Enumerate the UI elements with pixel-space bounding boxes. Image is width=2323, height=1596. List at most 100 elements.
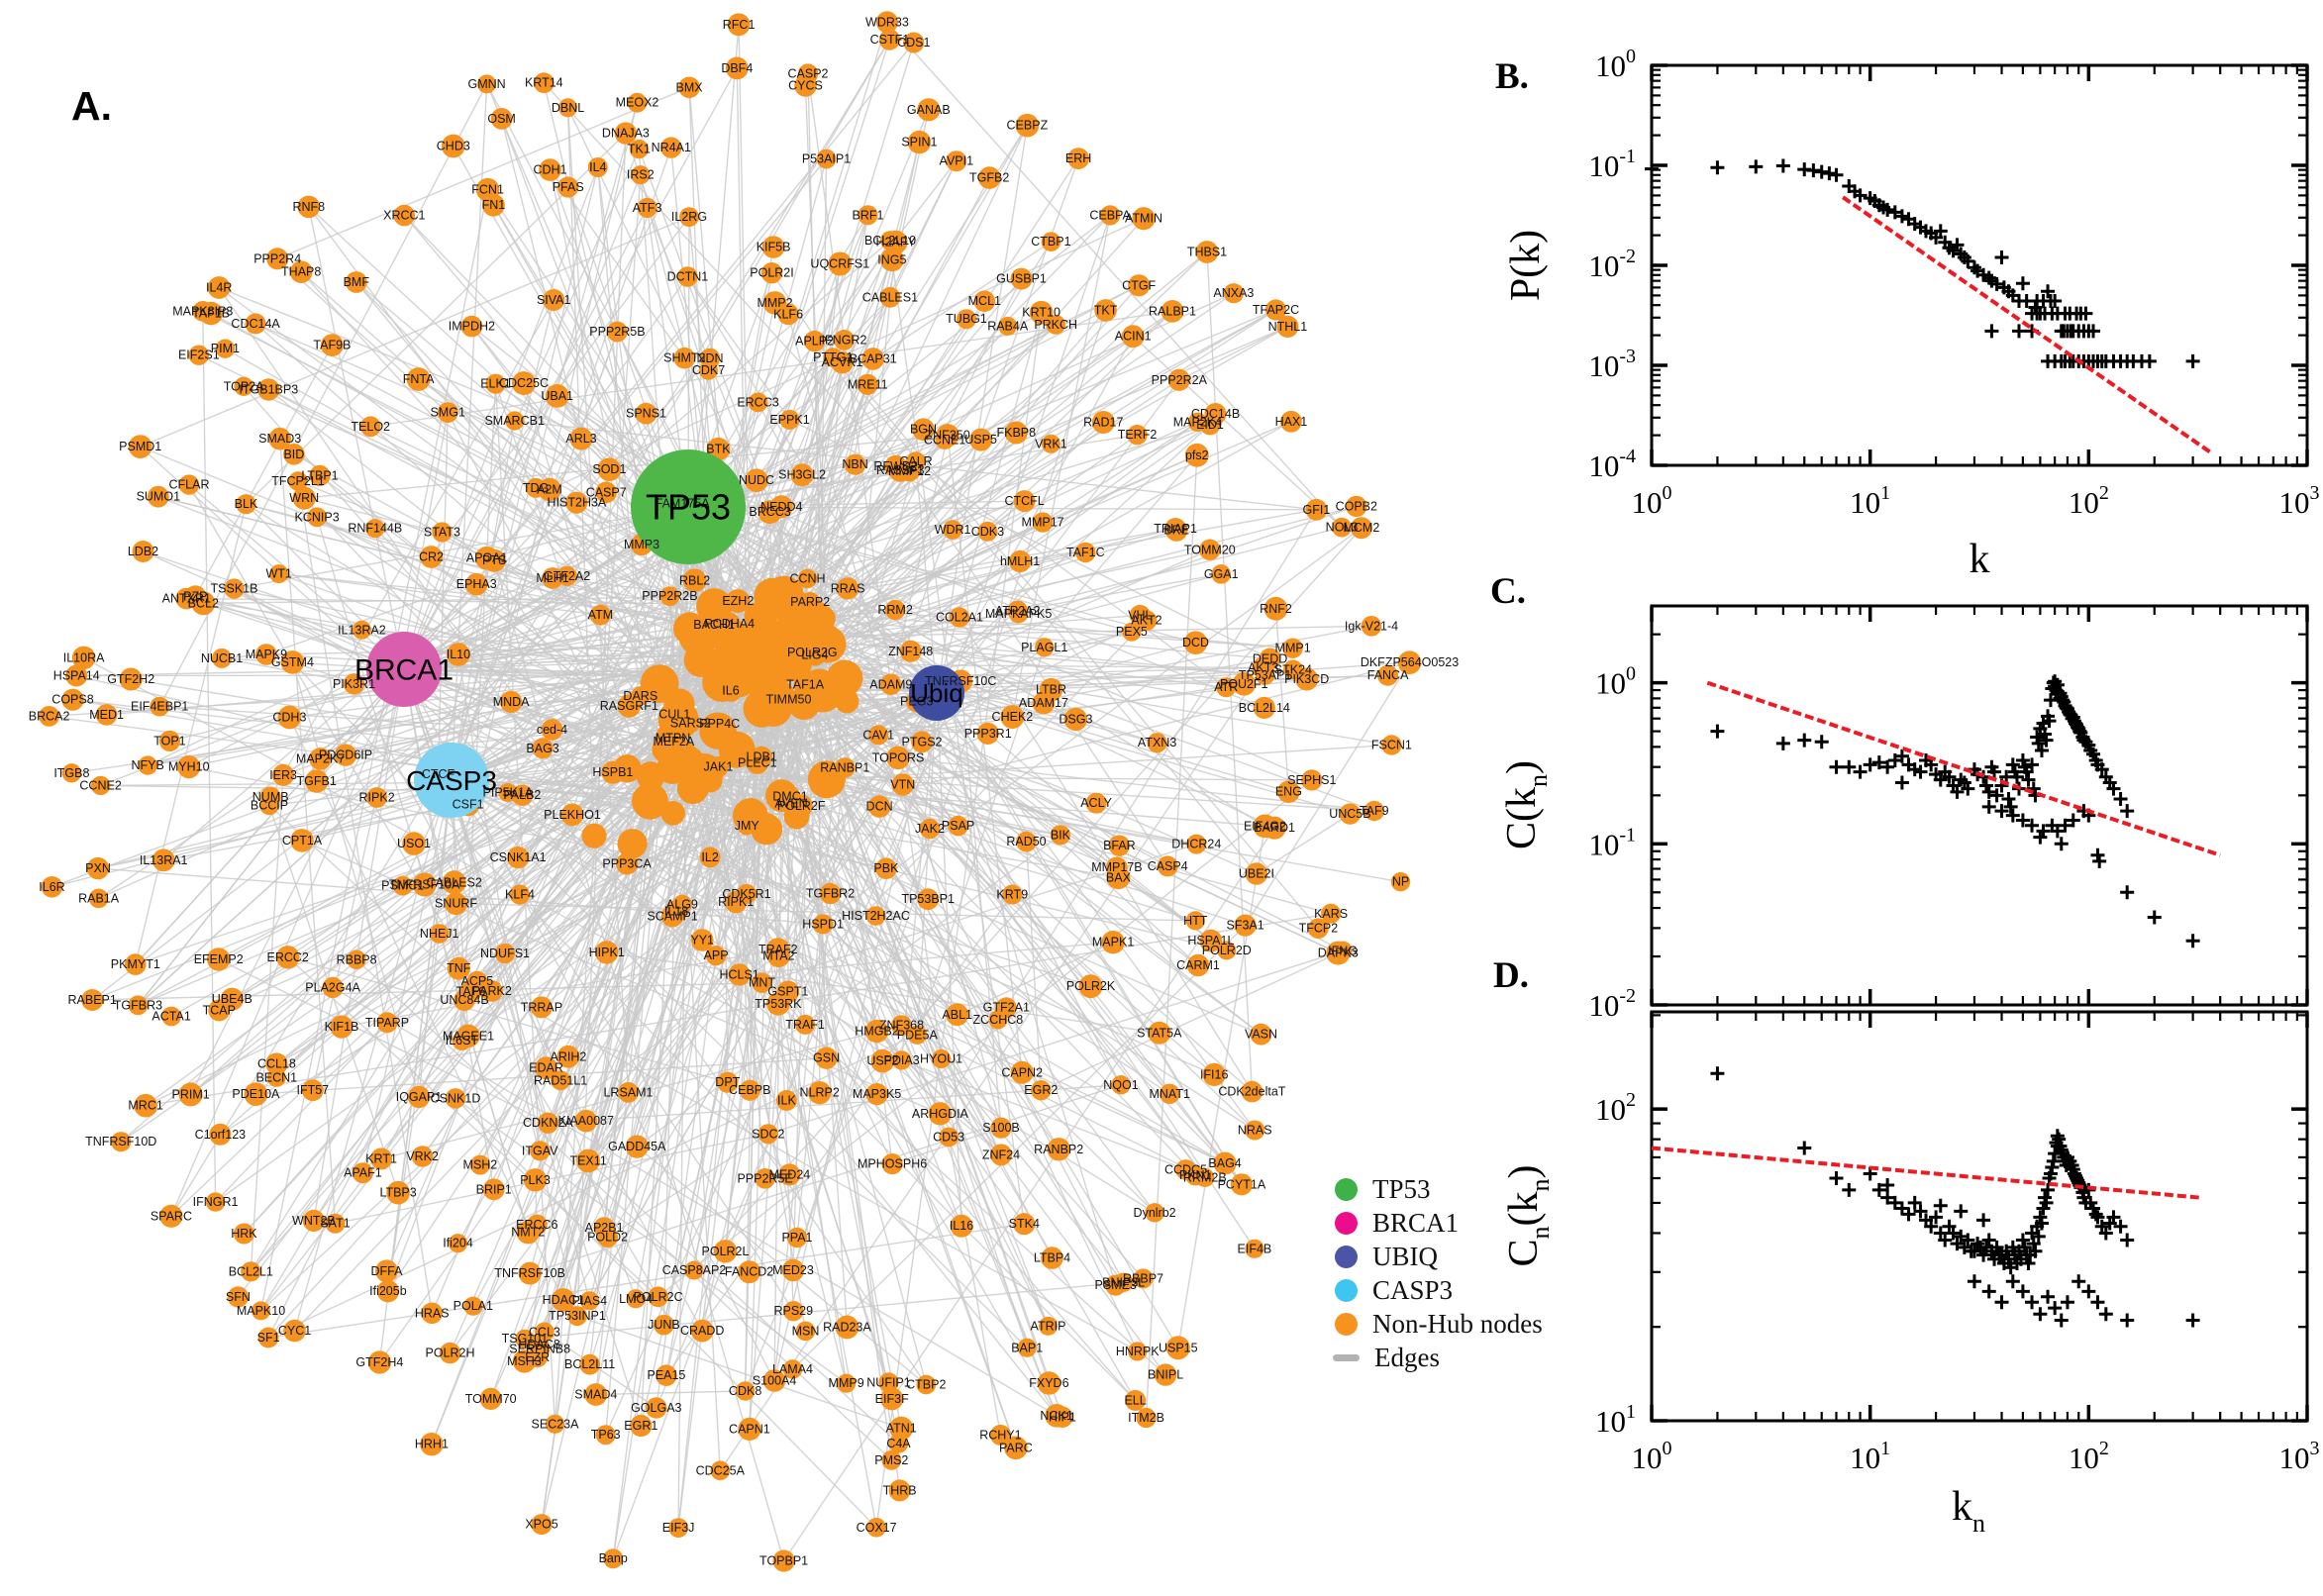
gene-label: SPIN1 xyxy=(901,136,937,150)
gene-label: BID xyxy=(283,448,304,461)
gene-node xyxy=(837,1373,857,1393)
tick-exp: -1 xyxy=(1619,146,1636,167)
network-edge xyxy=(375,412,449,798)
gene-label: NLRP2 xyxy=(800,1086,840,1100)
gene-node xyxy=(903,32,925,53)
gene-node xyxy=(90,775,111,796)
data-point xyxy=(1749,159,1764,174)
gene-node xyxy=(614,122,638,145)
gene-label: pfs2 xyxy=(1185,449,1209,462)
gene-label: AVPI1 xyxy=(940,154,974,168)
gene-node xyxy=(205,1192,226,1212)
gene-label: PLA2G4A xyxy=(305,980,360,994)
network-edge xyxy=(335,1133,768,1225)
network-edge xyxy=(403,668,459,969)
network-edge xyxy=(451,420,516,781)
gene-node-cluster xyxy=(751,813,783,846)
network-edge xyxy=(606,951,1160,1034)
legend-label: CASP3 xyxy=(1372,1274,1454,1305)
network-edge xyxy=(692,692,938,789)
gene-node xyxy=(1128,274,1151,297)
gene-node xyxy=(891,773,914,796)
gene-node-cluster xyxy=(754,577,791,616)
network-edge xyxy=(380,1025,902,1160)
gene-label: NDUFS1 xyxy=(480,947,530,960)
gene-label: KRT1 xyxy=(365,1151,397,1165)
data-point xyxy=(2120,1313,2135,1328)
gene-label: ITGB8 xyxy=(53,766,89,780)
gene-node xyxy=(1183,631,1208,654)
gene-node-cluster xyxy=(673,612,707,646)
gene-node xyxy=(778,689,799,710)
gene-node xyxy=(359,416,381,438)
gene-label: ERCC2 xyxy=(267,950,309,964)
gene-node xyxy=(1094,299,1117,322)
legend-item-ubiq: UBIQ xyxy=(1335,1240,1543,1273)
gene-node xyxy=(781,1258,805,1282)
gene-label: PRKCH xyxy=(1034,318,1077,332)
gene-node xyxy=(1333,941,1353,960)
gene-label: ELL xyxy=(1124,1393,1146,1407)
gene-node xyxy=(178,1082,203,1107)
gene-label: PLAGL1 xyxy=(1021,641,1067,654)
network-edge xyxy=(92,982,762,1001)
gene-node xyxy=(1041,232,1061,251)
gene-label: NUMB xyxy=(252,790,289,804)
tick-base: 10 xyxy=(1588,149,1619,183)
gene-node xyxy=(737,816,757,836)
gene-node xyxy=(477,74,497,94)
gene-label: RAD51L1 xyxy=(534,1073,587,1087)
network-edge xyxy=(451,779,958,1016)
gene-node xyxy=(727,13,751,37)
gene-label: RFC1 xyxy=(723,18,756,32)
network-edge xyxy=(361,779,453,1173)
gene-label: LDB2 xyxy=(128,545,158,558)
tick-base: 10 xyxy=(1595,1092,1626,1127)
network-edge xyxy=(651,774,1312,781)
network-edge xyxy=(267,1223,1025,1339)
gene-node-cluster xyxy=(660,801,685,826)
gene-label: ACIN1 xyxy=(1115,330,1152,344)
gene-label: TGFB1 xyxy=(297,774,337,788)
gene-node xyxy=(309,748,332,770)
gene-label: APP xyxy=(704,948,729,962)
gene-label: GGA1 xyxy=(1204,567,1239,581)
gene-label: SF1 xyxy=(257,1331,280,1345)
network-edge xyxy=(769,511,938,694)
gene-node xyxy=(1004,1436,1028,1460)
network-edge xyxy=(1017,573,1222,612)
tp53-dot-icon xyxy=(1335,1177,1358,1201)
gene-label: NEDD4 xyxy=(760,500,802,514)
data-point xyxy=(2113,791,2128,806)
gene-node xyxy=(772,1549,795,1572)
data-point xyxy=(1967,260,1981,275)
gene-node xyxy=(1085,792,1107,814)
gene-label: MMP3 xyxy=(624,538,659,551)
network-edge xyxy=(936,692,1243,1185)
gene-node xyxy=(494,943,516,964)
gene-node xyxy=(347,949,366,969)
network-edge xyxy=(51,635,730,888)
network-edge xyxy=(793,629,1139,1352)
network-edge xyxy=(451,779,1156,1214)
gene-label: PPP3CA xyxy=(602,856,652,870)
gene-label: IER3 xyxy=(269,768,297,782)
data-point xyxy=(1994,1295,2009,1310)
gene-label: EGR1 xyxy=(624,1419,657,1433)
gene-node xyxy=(1009,549,1032,573)
gene-node xyxy=(537,1112,559,1134)
data-point xyxy=(2090,1295,2105,1310)
tick-exp: -2 xyxy=(1619,985,1636,1007)
gene-label: PCDHA4 xyxy=(704,617,755,631)
network-edge xyxy=(403,413,648,670)
axis-ticks xyxy=(1650,1012,2309,1423)
gene-label: POLR2D xyxy=(1202,944,1252,957)
gene-node xyxy=(551,1288,575,1312)
gene-node xyxy=(708,713,731,736)
network-edge xyxy=(451,463,857,781)
network-edge xyxy=(135,692,938,965)
x-axis-title: kn xyxy=(1952,1484,1985,1538)
gene-label: HSPB1 xyxy=(592,765,633,779)
gene-label: TP53BP1 xyxy=(901,892,955,906)
network-edge xyxy=(724,42,915,664)
